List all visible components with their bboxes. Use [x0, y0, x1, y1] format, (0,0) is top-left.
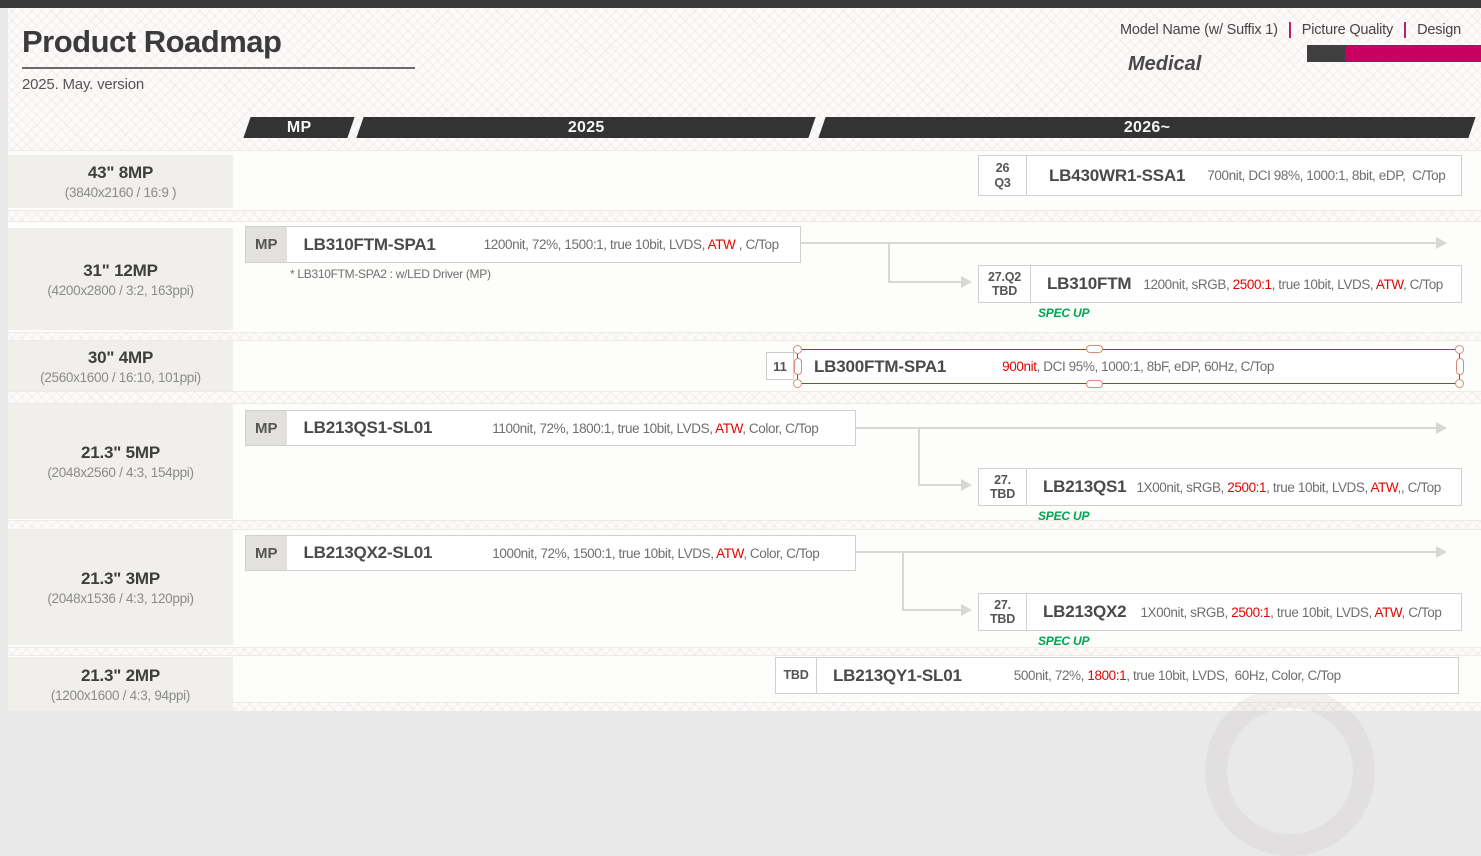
product-box-lb213qx2[interactable]: 27. TBD LB213QX2 1X00nit, sRGB, 2500:1, t… [978, 593, 1462, 631]
arrowhead-icon [961, 479, 972, 491]
arrowhead-icon [961, 604, 972, 616]
mp-badge: MP [246, 411, 287, 445]
spec-up-tag: SPEC UP [1038, 509, 1090, 523]
connector-line [902, 551, 904, 611]
arrowhead-icon [1436, 422, 1447, 434]
selection-handle[interactable] [793, 379, 802, 388]
row-title: 30" 4MP [87, 347, 154, 367]
spec-text: 1200nit, 72%, 1500:1, true 10bit, LVDS, … [483, 237, 779, 252]
arrowhead-icon [1436, 237, 1447, 249]
row-subtitle: (2560x1600 / 16:10, 101ppi) [40, 369, 201, 385]
legend-item-model-name: Model Name (w/ Suffix 1) [1120, 22, 1278, 38]
model-name: LB300FTM-SPA1 [814, 356, 947, 376]
spec-text: 1X00nit, sRGB, 2500:1, true 10bit, LVDS,… [1136, 479, 1441, 495]
product-box-lb300ftm-selected[interactable]: LB300FTM-SPA1 900nit, DCI 95%, 1000:1, 8… [797, 349, 1460, 384]
version-label: 2025. May. version [22, 76, 145, 93]
model-name: LB310FTM [1047, 274, 1132, 293]
spec-text: 1000nit, 72%, 1500:1, true 10bit, LVDS, … [492, 545, 820, 561]
product-box-lb310ftm-spa1[interactable]: MP LB310FTM-SPA1 1200nit, 72%, 1500:1, t… [245, 226, 801, 263]
time-badge: 27.Q2 TBD [979, 266, 1031, 302]
product-box-lb310ftm[interactable]: 27.Q2 TBD LB310FTM 1200nit, sRGB, 2500:1,… [978, 265, 1462, 303]
timeline-header-2025: 2025 [356, 117, 816, 138]
model-name: LB213QS1-SL01 [303, 418, 433, 437]
connector-line [918, 427, 920, 486]
connector-line [888, 281, 962, 283]
mp-badge: MP [246, 227, 287, 262]
spec-text: 700nit, DCI 98%, 1000:1, 8bit, eDP, C/To… [1207, 168, 1446, 183]
mp-badge: MP [246, 536, 287, 570]
timeline-header-mp: MP [243, 117, 355, 138]
row-label-21in-5mp[interactable]: 21.3" 5MP (2048x2560 / 4:3, 154ppi) [8, 404, 233, 519]
time-badge: 27. TBD [979, 594, 1027, 630]
connector-line [856, 427, 1437, 429]
selection-handle[interactable] [1455, 379, 1464, 388]
model-name: LB213QY1-SL01 [833, 665, 962, 685]
timeline-header-2026: 2026~ [818, 117, 1476, 138]
time-badge: 27. TBD [979, 469, 1027, 505]
selection-handle[interactable] [1086, 380, 1103, 388]
connector-line [888, 242, 890, 283]
legend-item-design: Design [1417, 22, 1461, 38]
spec-text: 1100nit, 72%, 1800:1, true 10bit, LVDS, … [492, 420, 819, 436]
connector-line [801, 242, 1437, 244]
product-box-lb213qy1[interactable]: TBD LB213QY1-SL01 500nit, 72%, 1800:1, t… [775, 657, 1459, 694]
model-name: LB213QX2-SL01 [303, 543, 433, 562]
product-box-lb430wr1[interactable]: 26 Q3 LB430WR1-SSA1 700nit, DCI 98%, 1000… [978, 155, 1462, 196]
arrowhead-icon [1436, 546, 1447, 558]
connector-line [918, 484, 962, 486]
legend-separator [1404, 22, 1407, 38]
legend-color-bar-dark [1307, 45, 1345, 62]
row-subtitle: (1200x1600 / 4:3, 94ppi) [50, 687, 191, 703]
watermark-circle [1205, 686, 1375, 856]
category-label: Medical [1128, 53, 1202, 75]
row-subtitle: (3840x2160 / 16:9 ) [64, 185, 177, 200]
spec-text: 1200nit, sRGB, 2500:1, true 10bit, LVDS,… [1143, 276, 1443, 292]
row-subtitle: (4200x2800 / 3:2, 163ppi) [47, 282, 194, 298]
product-box-lb213qs1-sl01[interactable]: MP LB213QS1-SL01 1100nit, 72%, 1800:1, t… [245, 410, 856, 446]
page-title: Product Roadmap [22, 24, 282, 59]
row-title: 21.3" 3MP [80, 569, 161, 588]
selection-handle[interactable] [793, 345, 802, 354]
arrowhead-icon [961, 276, 972, 288]
window-top-strip [0, 0, 1481, 8]
row-label-43in-8mp[interactable]: 43" 8MP (3840x2160 / 16:9 ) [8, 155, 233, 208]
selection-handle[interactable] [1456, 358, 1464, 375]
time-badge-11: 11 [766, 352, 794, 380]
footnote-lb310ftm-spa2: * LB310FTM-SPA2 : w/LED Driver (MP) [290, 267, 491, 281]
model-name: LB213QX2 [1043, 602, 1127, 621]
product-box-lb213qx2-sl01[interactable]: MP LB213QX2-SL01 1000nit, 72%, 1500:1, t… [245, 535, 856, 571]
spec-text: 1X00nit, sRGB, 2500:1, true 10bit, LVDS,… [1140, 604, 1442, 620]
spec-text: 900nit, DCI 95%, 1000:1, 8bF, eDP, 60Hz,… [1002, 359, 1274, 374]
row-label-21in-2mp[interactable]: 21.3" 2MP (1200x1600 / 4:3, 94ppi) [8, 657, 233, 711]
row-title: 21.3" 2MP [80, 665, 161, 685]
selection-handle[interactable] [1455, 345, 1464, 354]
row-label-21in-3mp[interactable]: 21.3" 3MP (2048x1536 / 4:3, 120ppi) [8, 530, 233, 645]
model-name: LB430WR1-SSA1 [1049, 165, 1186, 185]
row-label-30in-4mp[interactable]: 30" 4MP (2560x1600 / 16:10, 101ppi) [8, 341, 233, 391]
legend: Model Name (w/ Suffix 1) Picture Quality… [1120, 22, 1461, 38]
row-subtitle: (2048x1536 / 4:3, 120ppi) [47, 591, 194, 606]
row-title: 43" 8MP [87, 163, 154, 182]
row-subtitle: (2048x2560 / 4:3, 154ppi) [47, 465, 194, 480]
model-name: LB310FTM-SPA1 [303, 234, 436, 254]
title-underline [22, 67, 415, 69]
spec-up-tag: SPEC UP [1038, 306, 1090, 320]
selection-handle[interactable] [1086, 345, 1103, 353]
row-title: 21.3" 5MP [80, 443, 161, 462]
connector-line [902, 609, 962, 611]
product-box-lb213qs1[interactable]: 27. TBD LB213QS1 1X00nit, sRGB, 2500:1, t… [978, 468, 1462, 506]
spec-text: 500nit, 72%, 1800:1, true 10bit, LVDS, 6… [1013, 668, 1341, 683]
row-label-31in-12mp[interactable]: 31" 12MP (4200x2800 / 3:2, 163ppi) [8, 228, 233, 330]
row-title: 31" 12MP [83, 260, 158, 280]
selection-handle[interactable] [794, 358, 802, 375]
spec-up-tag: SPEC UP [1038, 634, 1090, 648]
legend-item-picture-quality: Picture Quality [1301, 22, 1394, 38]
legend-color-bar-magenta [1345, 45, 1481, 62]
time-badge: 26 Q3 [979, 156, 1027, 195]
legend-separator [1288, 22, 1291, 38]
time-badge: TBD [776, 658, 817, 693]
connector-line [856, 551, 1437, 553]
model-name: LB213QS1 [1043, 477, 1127, 496]
